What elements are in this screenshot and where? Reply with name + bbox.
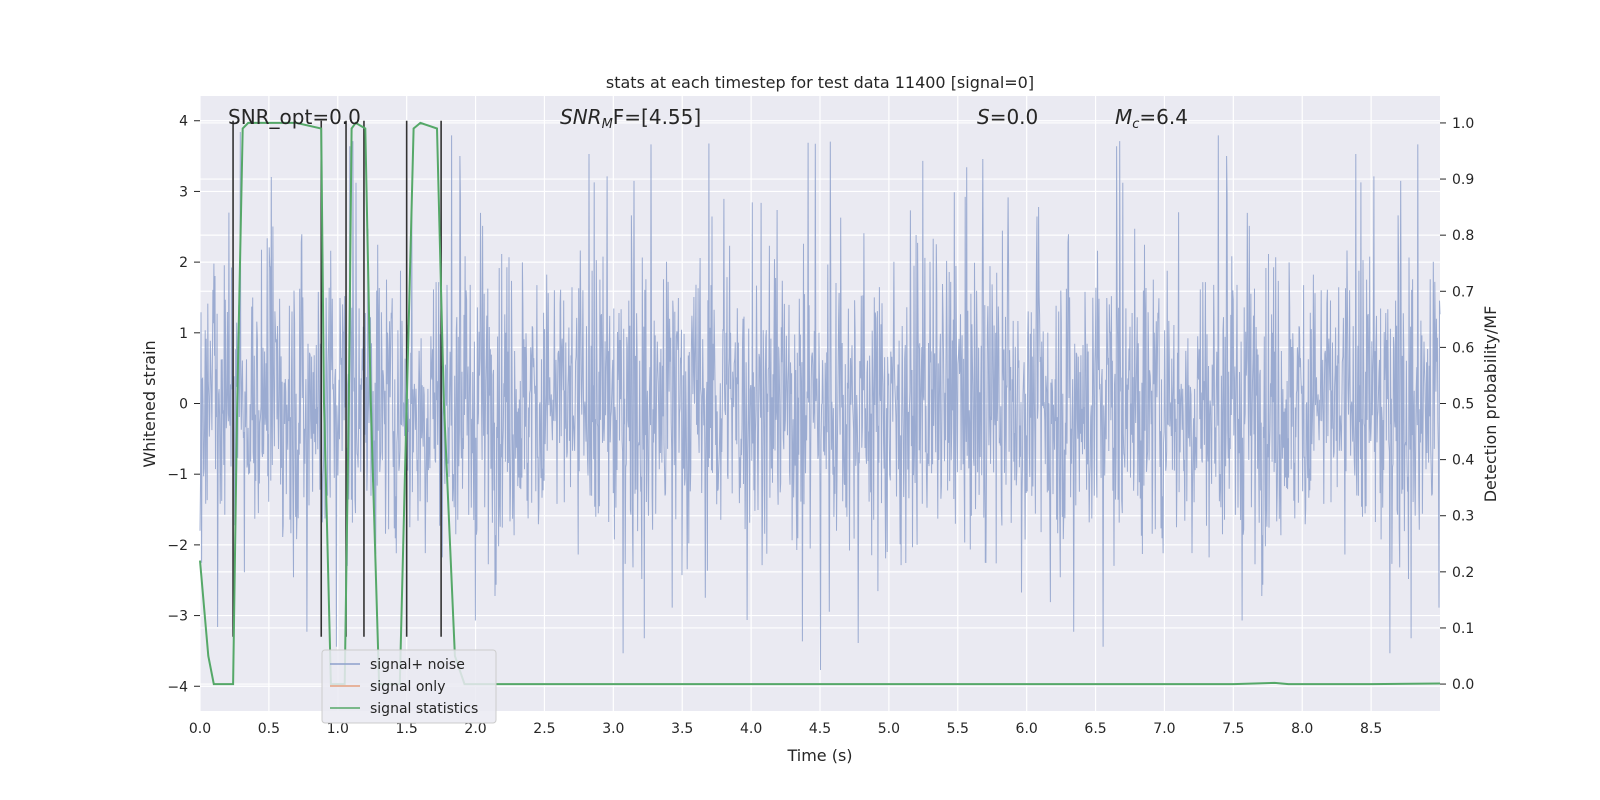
x-tick-label: 8.5 [1360, 721, 1382, 737]
x-tick-label: 7.0 [1153, 721, 1175, 737]
x-tick-label: 2.0 [464, 721, 486, 737]
y2-tick-label: 0.5 [1452, 397, 1474, 413]
s-rest: =0.0 [990, 105, 1039, 129]
y2-tick-label: 0.0 [1452, 677, 1474, 693]
y-tick-label: 0 [179, 397, 188, 413]
snr-mf-rest: F=[4.55] [613, 105, 701, 129]
y2-tick-label: 0.3 [1452, 509, 1474, 525]
mc-rest: =6.4 [1139, 105, 1188, 129]
y-tick-label: 2 [179, 255, 188, 271]
y-tick-label: 4 [179, 114, 188, 130]
legend-label-signal-noise: signal+ noise [370, 657, 465, 673]
y2-tick-label: 0.6 [1452, 340, 1474, 356]
x-tick-label: 6.5 [1084, 721, 1106, 737]
x-tick-label: 1.5 [396, 721, 418, 737]
y2-axis-ticks: 1.0 0.9 0.8 0.7 0.6 0.5 0.4 0.3 0.2 0.1 0.0 [1440, 116, 1474, 693]
mc-sub: c [1132, 117, 1139, 132]
x-tick-label: 0.0 [189, 721, 211, 737]
y-tick-label: −2 [167, 538, 188, 554]
y-tick-label: 1 [179, 326, 188, 342]
x-tick-label: 6.0 [1016, 721, 1038, 737]
x-axis-label: Time (s) [786, 746, 852, 765]
legend-box [321, 649, 497, 724]
y2-tick-label: 0.9 [1452, 172, 1474, 188]
annotation-s: S=0.0 [977, 105, 1038, 129]
annotation-mc: Mc=6.4 [1115, 105, 1188, 132]
s-main: S [977, 105, 990, 129]
snr-mf-main: SNR [560, 105, 602, 129]
y2-tick-label: 0.8 [1452, 228, 1474, 244]
x-tick-label: 1.0 [327, 721, 349, 737]
snr-mf-sub: M [602, 117, 613, 132]
y2-axis-label: Detection probability/MF [1481, 306, 1500, 503]
y-tick-label: −3 [167, 609, 188, 625]
y-tick-label: −4 [167, 679, 188, 695]
x-tick-label: 2.5 [533, 721, 555, 737]
annotation-snr-mf: SNRMF=[4.55] [560, 105, 701, 132]
x-tick-label: 7.5 [1222, 721, 1244, 737]
y-tick-label: 3 [179, 184, 188, 200]
y2-tick-label: 0.1 [1452, 621, 1474, 637]
x-tick-label: 5.0 [878, 721, 900, 737]
x-tick-label: 8.0 [1291, 721, 1313, 737]
x-axis-ticks: 0.0 0.5 1.0 1.5 2.0 2.5 3.0 3.5 4.0 4.5 5.0 5.5 6.0 6… [189, 721, 1382, 737]
x-tick-label: 4.5 [809, 721, 831, 737]
legend-label-signal-only: signal only [370, 679, 445, 695]
legend: signal+ noise signal only signal statist… [321, 649, 497, 724]
annotation-snr-opt: SNR_opt=0.0 [228, 105, 361, 129]
y2-tick-label: 1.0 [1452, 116, 1474, 132]
y-axis-ticks: 4 3 2 1 0 −1 −2 −3 −4 [167, 114, 200, 695]
y2-tick-label: 0.2 [1452, 565, 1474, 581]
x-tick-label: 3.5 [671, 721, 693, 737]
x-tick-label: 0.5 [258, 721, 280, 737]
y-tick-label: −1 [167, 467, 188, 483]
chart-title: stats at each timestep for test data 114… [606, 73, 1034, 92]
y2-tick-label: 0.4 [1452, 453, 1474, 469]
x-tick-label: 5.5 [947, 721, 969, 737]
y2-tick-label: 0.7 [1452, 284, 1474, 300]
y-axis-label: Whitened strain [140, 340, 159, 467]
x-tick-label: 4.0 [740, 721, 762, 737]
x-tick-label: 3.0 [602, 721, 624, 737]
mc-main: M [1115, 105, 1132, 129]
legend-label-signal-statistics: signal statistics [370, 701, 478, 717]
